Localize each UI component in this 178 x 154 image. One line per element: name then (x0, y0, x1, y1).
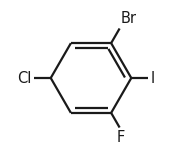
Text: I: I (151, 71, 155, 85)
Text: F: F (117, 130, 125, 145)
Text: Br: Br (121, 11, 137, 26)
Text: Cl: Cl (17, 71, 32, 85)
